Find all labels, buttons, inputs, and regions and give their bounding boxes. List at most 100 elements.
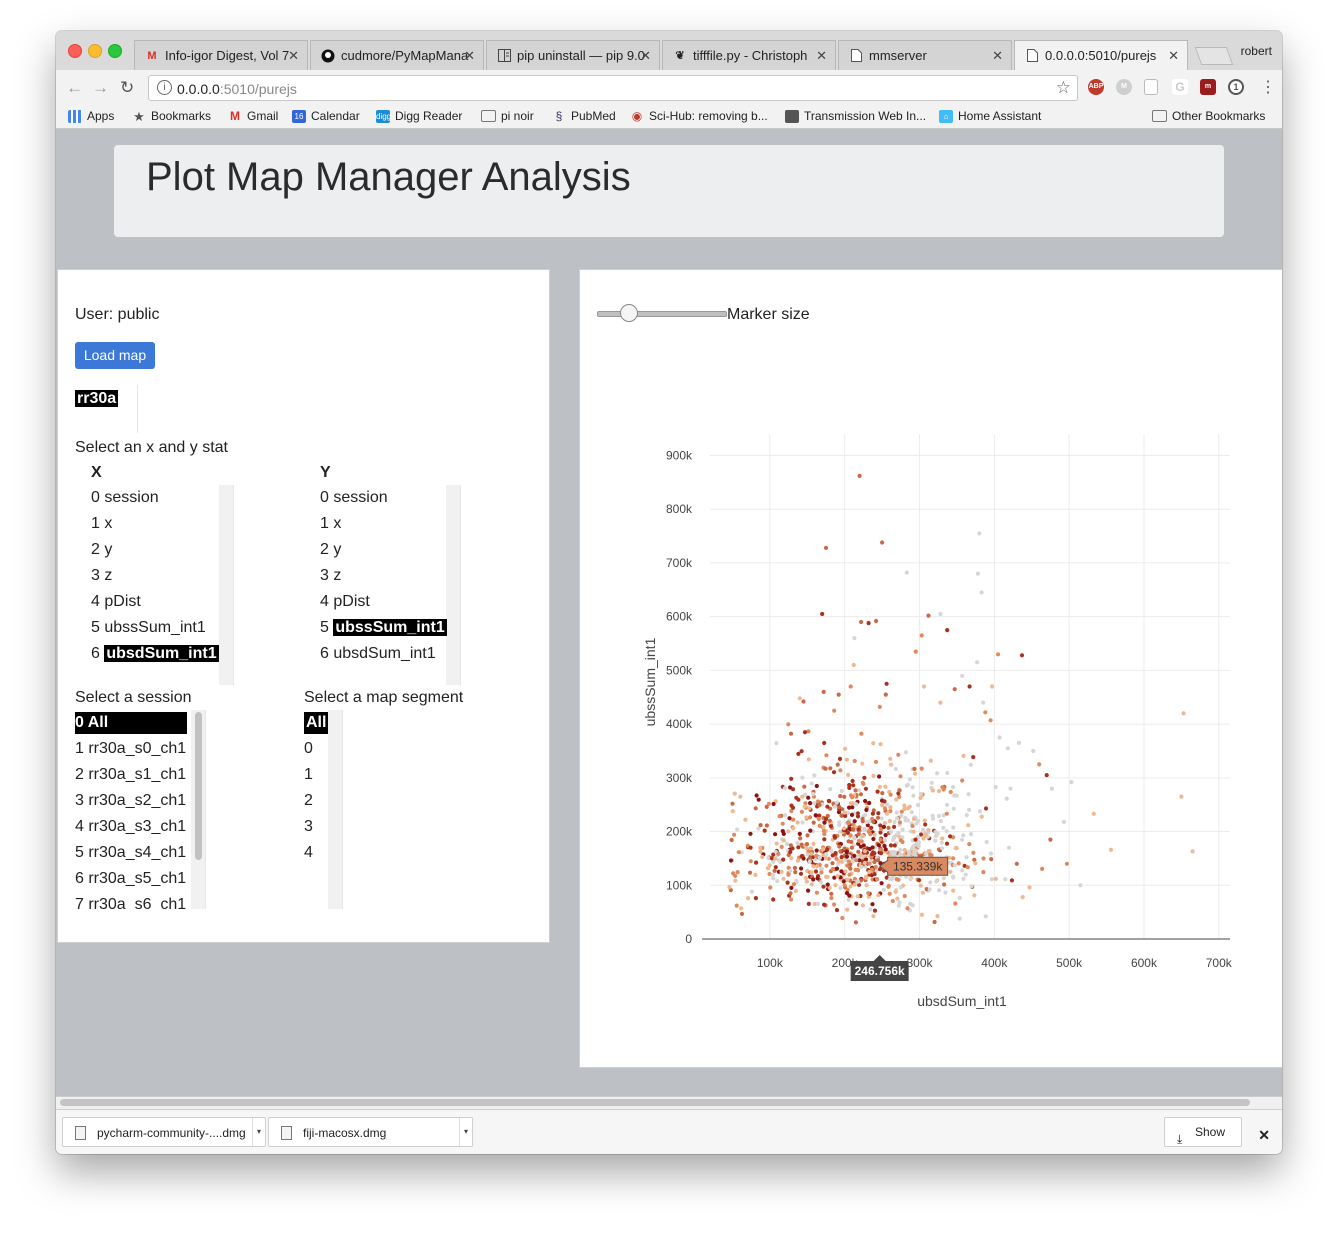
reload-icon[interactable]: ↻ <box>120 78 135 97</box>
session-item[interactable]: 5 rr30a_s4_ch1 <box>75 844 187 861</box>
scrollbar[interactable] <box>219 485 233 685</box>
segment-item[interactable]: 4 <box>304 844 313 861</box>
segment-item[interactable]: 1 <box>304 766 313 783</box>
session-item[interactable]: 4 rr30a_s3_ch1 <box>75 818 187 835</box>
maximize-window-button[interactable] <box>108 44 122 58</box>
x-stat-list[interactable]: 0 session 1 x 2 y 3 z 4 pDist 5 ubssSum_… <box>91 485 234 685</box>
data-point <box>791 882 796 887</box>
adblock-icon[interactable]: ABP <box>1088 79 1104 95</box>
y-stat-item[interactable]: 2 y <box>320 541 342 558</box>
x-stat-item[interactable]: 5 ubssSum_int1 <box>91 619 206 636</box>
tab-mmserver[interactable]: mmserver ✕ <box>838 40 1012 70</box>
forward-arrow-icon[interactable]: → <box>92 78 109 97</box>
session-item[interactable]: 1 rr30a_s0_ch1 <box>75 740 187 757</box>
bookmark-pubmed[interactable]: § PubMed <box>552 109 616 123</box>
y-stat-item-selected[interactable]: 5 ubssSum_int1 <box>320 619 447 636</box>
close-icon[interactable]: ✕ <box>288 48 299 63</box>
download-item-pycharm[interactable]: pycharm-community-....dmg ▾ <box>62 1117 266 1147</box>
scatter-plot[interactable]: 0 100k 200k 300k 400k 500k 600k 700k 800k 900k 100… <box>580 270 1280 1065</box>
bookmark-pi-noir[interactable]: pi noir <box>481 109 534 123</box>
x-stat-item[interactable]: 2 y <box>91 541 113 558</box>
tab-info-igor[interactable]: M Info-igor Digest, Vol 7 ✕ <box>134 40 308 70</box>
data-point <box>935 914 940 919</box>
bookmark-apps[interactable]: Apps <box>68 109 114 123</box>
tab-tifffile[interactable]: ❦ tifffile.py - Christoph ✕ <box>662 40 836 70</box>
x-stat-item-selected[interactable]: 6 ubsdSum_int1 <box>91 645 219 662</box>
bookmark-bookmarks[interactable]: ★ Bookmarks <box>133 108 212 124</box>
profile-name[interactable]: robert <box>1240 44 1272 58</box>
eye-icon: ◉ <box>631 108 643 123</box>
session-item-selected[interactable]: 0 All <box>75 712 187 734</box>
extension-doc-icon[interactable] <box>1144 79 1158 95</box>
page-horizontal-scrollbar[interactable] <box>56 1096 1282 1109</box>
bookmark-digg[interactable]: digg Digg Reader <box>376 109 463 123</box>
close-icon[interactable]: ✕ <box>992 48 1003 63</box>
scrollbar-thumb[interactable] <box>195 712 202 860</box>
y-stat-item[interactable]: 1 x <box>320 515 342 532</box>
close-icon[interactable]: ✕ <box>816 48 827 63</box>
download-item-fiji[interactable]: fiji-macosx.dmg ▾ <box>268 1117 473 1147</box>
data-point <box>782 786 788 791</box>
extension-m-icon[interactable]: M <box>1116 79 1132 95</box>
chevron-down-icon[interactable]: ▾ <box>252 1118 265 1146</box>
bookmark-other[interactable]: Other Bookmarks <box>1152 109 1265 123</box>
y-stat-item[interactable]: 0 session <box>320 489 388 506</box>
data-point <box>829 895 834 901</box>
y-stat-item[interactable]: 6 ubsdSum_int1 <box>320 645 436 662</box>
scrollbar[interactable] <box>446 485 460 685</box>
x-stat-item[interactable]: 0 session <box>91 489 159 506</box>
session-item[interactable]: 7 rr30a_s6_ch1 <box>75 896 187 909</box>
session-item[interactable]: 6 rr30a_s5_ch1 <box>75 870 187 887</box>
x-stat-item[interactable]: 3 z <box>91 567 113 584</box>
marker-size-slider-handle[interactable] <box>620 304 638 322</box>
y-stat-item[interactable]: 3 z <box>320 567 342 584</box>
data-point <box>789 885 794 891</box>
close-icon[interactable]: ✕ <box>1168 48 1179 63</box>
scrollbar[interactable] <box>328 710 342 909</box>
close-icon[interactable]: ✕ <box>464 48 475 63</box>
tab-pip-uninstall[interactable]: pip uninstall — pip 9.0 ✕ <box>486 40 660 70</box>
data-point <box>787 816 792 821</box>
data-point <box>890 898 895 904</box>
close-window-button[interactable] <box>68 44 82 58</box>
extension-mendeley-icon[interactable]: m <box>1200 79 1216 95</box>
map-list-item[interactable]: rr30a <box>75 390 119 407</box>
show-all-downloads-button[interactable]: ⤓Show All <box>1164 1117 1242 1154</box>
load-map-button[interactable]: Load map <box>75 342 155 369</box>
data-point <box>756 797 761 802</box>
x-stat-item[interactable]: 4 pDist <box>91 593 141 610</box>
scrollbar-thumb[interactable] <box>60 1099 1250 1106</box>
session-item[interactable]: 3 rr30a_s2_ch1 <box>75 792 187 809</box>
new-tab-button[interactable] <box>1194 47 1234 65</box>
close-icon[interactable]: ✕ <box>1258 1127 1270 1143</box>
address-bar[interactable]: i 0.0.0.0:5010/purejs ☆ <box>148 75 1078 101</box>
bookmark-home-assistant[interactable]: ⌂ Home Assistant <box>939 109 1041 123</box>
extension-1password-icon[interactable]: 1 <box>1228 79 1244 95</box>
session-item[interactable]: 2 rr30a_s1_ch1 <box>75 766 187 783</box>
bookmark-calendar[interactable]: 16 Calendar <box>292 109 360 123</box>
bookmark-gmail[interactable]: M Gmail <box>230 108 279 123</box>
segment-item[interactable]: 2 <box>304 792 313 809</box>
bookmark-scihub[interactable]: ◉ Sci-Hub: removing b... <box>631 108 768 123</box>
close-icon[interactable]: ✕ <box>640 48 651 63</box>
map-list[interactable]: rr30a <box>75 385 138 433</box>
tab-purejs[interactable]: 0.0.0.0:5010/purejs ✕ <box>1014 40 1188 70</box>
menu-icon[interactable]: ⋮ <box>1260 79 1276 96</box>
minimize-window-button[interactable] <box>88 44 102 58</box>
back-arrow-icon[interactable]: ← <box>66 78 83 97</box>
y-stat-list[interactable]: 0 session 1 x 2 y 3 z 4 pDist 5 ubssSum_… <box>320 485 461 685</box>
extension-g-icon[interactable]: G <box>1172 79 1188 95</box>
bookmark-star-icon[interactable]: ☆ <box>1055 78 1071 97</box>
tab-github[interactable]: cudmore/PyMapMana ✕ <box>310 40 484 70</box>
segment-item-selected[interactable]: All <box>304 712 329 734</box>
bookmark-transmission[interactable]: Transmission Web In... <box>785 109 926 123</box>
session-list[interactable]: 0 All 1 rr30a_s0_ch1 2 rr30a_s1_ch1 3 rr… <box>75 710 206 909</box>
y-stat-item[interactable]: 4 pDist <box>320 593 370 610</box>
chevron-down-icon[interactable]: ▾ <box>459 1118 472 1146</box>
x-stat-item[interactable]: 1 x <box>91 515 113 532</box>
segment-list[interactable]: All 0 1 2 3 4 <box>304 710 343 909</box>
segment-item[interactable]: 0 <box>304 740 313 757</box>
segment-item[interactable]: 3 <box>304 818 313 835</box>
info-icon[interactable]: i <box>157 80 172 95</box>
marker-size-slider-track[interactable] <box>597 311 727 317</box>
